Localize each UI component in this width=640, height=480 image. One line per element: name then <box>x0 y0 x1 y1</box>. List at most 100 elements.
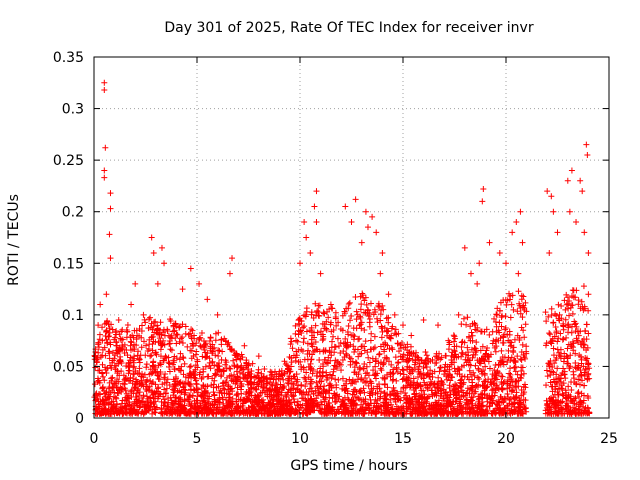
data-point <box>563 301 570 308</box>
data-point <box>463 390 470 397</box>
data-point <box>504 403 511 410</box>
data-point <box>548 312 555 319</box>
data-point <box>186 401 193 408</box>
data-point <box>555 335 562 342</box>
data-point <box>473 339 480 346</box>
data-point <box>127 333 134 340</box>
data-point <box>328 344 335 351</box>
data-point <box>572 294 579 301</box>
data-point <box>481 372 488 379</box>
data-point <box>585 371 592 378</box>
data-point <box>189 392 196 399</box>
data-point <box>156 331 163 338</box>
data-point <box>126 357 133 364</box>
data-point <box>327 301 334 308</box>
data-point <box>226 270 233 277</box>
data-point <box>407 370 414 377</box>
data-point <box>548 383 555 390</box>
data-point <box>511 364 518 371</box>
data-point <box>584 151 591 158</box>
data-point <box>496 307 503 314</box>
data-point <box>512 359 519 366</box>
data-point <box>332 376 339 383</box>
data-point <box>550 352 557 359</box>
data-point <box>428 401 435 408</box>
data-point <box>467 357 474 364</box>
data-point <box>308 309 315 316</box>
data-point <box>327 319 334 326</box>
data-point <box>508 407 515 414</box>
data-point <box>470 369 477 376</box>
data-point <box>411 391 418 398</box>
data-point <box>139 322 146 329</box>
data-point <box>372 371 379 378</box>
data-point <box>203 403 210 410</box>
data-point <box>335 376 342 383</box>
data-point <box>446 372 453 379</box>
data-point <box>113 339 120 346</box>
data-point <box>247 375 254 382</box>
data-point <box>263 385 270 392</box>
data-point <box>372 408 379 415</box>
data-point <box>312 300 319 307</box>
data-point <box>298 318 305 325</box>
data-point <box>128 403 135 410</box>
data-point <box>464 314 471 321</box>
data-point <box>144 376 151 383</box>
data-point <box>572 350 579 357</box>
data-point <box>177 379 184 386</box>
data-point <box>574 390 581 397</box>
data-point <box>156 335 163 342</box>
data-point <box>427 367 434 374</box>
data-point <box>416 360 423 367</box>
data-point <box>496 319 503 326</box>
data-point <box>143 364 150 371</box>
data-point <box>199 409 206 416</box>
data-point <box>392 326 399 333</box>
data-point <box>170 328 177 335</box>
data-point <box>268 372 275 379</box>
data-point <box>518 292 525 299</box>
data-point <box>171 353 178 360</box>
data-point <box>209 359 216 366</box>
data-point <box>358 239 365 246</box>
data-point <box>428 410 435 417</box>
data-point <box>124 394 131 401</box>
data-point <box>121 381 128 388</box>
data-point <box>585 360 592 367</box>
data-point <box>498 358 505 365</box>
data-point <box>321 356 328 363</box>
data-point <box>554 388 561 395</box>
data-point <box>391 387 398 394</box>
data-point <box>506 328 513 335</box>
data-point <box>466 367 473 374</box>
data-point <box>109 383 116 390</box>
data-point <box>486 239 493 246</box>
data-point <box>323 376 330 383</box>
data-point <box>266 388 273 395</box>
data-point <box>353 316 360 323</box>
data-point <box>513 219 520 226</box>
data-point <box>130 371 137 378</box>
data-point <box>482 363 489 370</box>
data-point <box>356 335 363 342</box>
data-point <box>340 348 347 355</box>
data-point <box>313 379 320 386</box>
data-point <box>193 377 200 384</box>
data-point <box>506 384 513 391</box>
data-point <box>142 409 149 416</box>
y-tick-label: 0.05 <box>53 359 84 375</box>
data-point <box>314 392 321 399</box>
data-point <box>108 378 115 385</box>
data-point <box>162 408 169 415</box>
y-tick-label: 0.1 <box>62 308 84 324</box>
data-point <box>150 363 157 370</box>
data-point <box>424 384 431 391</box>
data-point <box>429 387 436 394</box>
data-point <box>362 396 369 403</box>
data-point <box>138 373 144 380</box>
data-point <box>503 260 509 267</box>
data-point <box>95 322 102 329</box>
data-point <box>364 401 371 408</box>
data-point <box>520 391 527 398</box>
